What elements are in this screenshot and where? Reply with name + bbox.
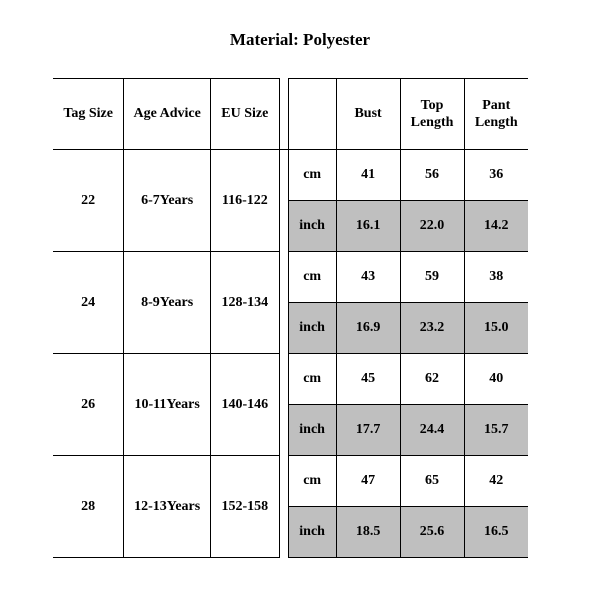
cell-age-advice: 6-7Years	[124, 150, 211, 252]
cell-bust-inch: 18.5	[336, 507, 400, 558]
cell-bust-inch: 16.1	[336, 201, 400, 252]
cell-unit-inch: inch	[288, 507, 336, 558]
cell-top-length-cm: 62	[400, 354, 464, 405]
cell-bust-cm: 41	[336, 150, 400, 201]
page-title: Material: Polyester	[0, 30, 600, 50]
cell-unit-inch: inch	[288, 303, 336, 354]
cell-unit-cm: cm	[288, 252, 336, 303]
cell-unit-cm: cm	[288, 150, 336, 201]
table-row: 22 6-7Years 116-122 cm 41 56 36	[53, 150, 528, 201]
cell-pant-length-inch: 16.5	[464, 507, 528, 558]
cell-eu-size: 140-146	[211, 354, 280, 456]
cell-spacer	[279, 252, 288, 354]
cell-age-advice: 10-11Years	[124, 354, 211, 456]
cell-spacer	[279, 150, 288, 252]
col-header-tag-size: Tag Size	[53, 79, 124, 150]
col-header-bust: Bust	[336, 79, 400, 150]
cell-bust-cm: 45	[336, 354, 400, 405]
cell-tag-size: 28	[53, 456, 124, 558]
cell-pant-length-inch: 15.0	[464, 303, 528, 354]
cell-tag-size: 24	[53, 252, 124, 354]
cell-bust-cm: 47	[336, 456, 400, 507]
cell-tag-size: 26	[53, 354, 124, 456]
col-header-unit	[288, 79, 336, 150]
cell-top-length-inch: 23.2	[400, 303, 464, 354]
cell-eu-size: 128-134	[211, 252, 280, 354]
cell-unit-inch: inch	[288, 405, 336, 456]
table-row: 24 8-9Years 128-134 cm 43 59 38	[53, 252, 528, 303]
cell-pant-length-cm: 36	[464, 150, 528, 201]
cell-spacer	[279, 354, 288, 456]
cell-eu-size: 116-122	[211, 150, 280, 252]
cell-eu-size: 152-158	[211, 456, 280, 558]
cell-pant-length-cm: 38	[464, 252, 528, 303]
cell-unit-cm: cm	[288, 456, 336, 507]
col-header-pant-length: Pant Length	[464, 79, 528, 150]
cell-unit-cm: cm	[288, 354, 336, 405]
cell-spacer	[279, 456, 288, 558]
cell-top-length-cm: 56	[400, 150, 464, 201]
table-body: 22 6-7Years 116-122 cm 41 56 36 inch 16.…	[53, 150, 528, 558]
cell-top-length-inch: 25.6	[400, 507, 464, 558]
col-header-spacer	[279, 79, 288, 150]
cell-pant-length-cm: 42	[464, 456, 528, 507]
cell-top-length-cm: 59	[400, 252, 464, 303]
cell-tag-size: 22	[53, 150, 124, 252]
cell-unit-inch: inch	[288, 201, 336, 252]
cell-pant-length-cm: 40	[464, 354, 528, 405]
col-header-eu-size: EU Size	[211, 79, 280, 150]
cell-top-length-cm: 65	[400, 456, 464, 507]
cell-pant-length-inch: 15.7	[464, 405, 528, 456]
cell-bust-cm: 43	[336, 252, 400, 303]
cell-top-length-inch: 22.0	[400, 201, 464, 252]
size-chart-table: Tag Size Age Advice EU Size Bust Top Len…	[53, 78, 528, 558]
col-header-top-length: Top Length	[400, 79, 464, 150]
cell-top-length-inch: 24.4	[400, 405, 464, 456]
table-header-row: Tag Size Age Advice EU Size Bust Top Len…	[53, 79, 528, 150]
cell-pant-length-inch: 14.2	[464, 201, 528, 252]
cell-bust-inch: 16.9	[336, 303, 400, 354]
col-header-age-advice: Age Advice	[124, 79, 211, 150]
cell-age-advice: 12-13Years	[124, 456, 211, 558]
table-row: 28 12-13Years 152-158 cm 47 65 42	[53, 456, 528, 507]
cell-bust-inch: 17.7	[336, 405, 400, 456]
table-row: 26 10-11Years 140-146 cm 45 62 40	[53, 354, 528, 405]
cell-age-advice: 8-9Years	[124, 252, 211, 354]
